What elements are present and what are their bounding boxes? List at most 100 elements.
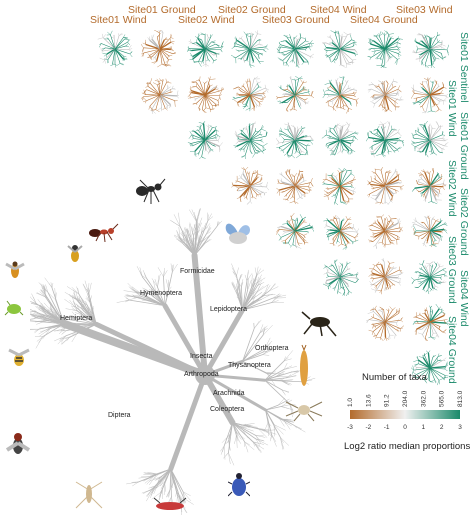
tree-branch [170,468,185,499]
tree-branch [133,295,138,298]
legend-bottom-tick: -3 [347,424,353,431]
tree-branch [280,399,293,407]
tree-branch [89,307,94,315]
tree-branch [264,368,285,381]
tree-branch [47,291,65,325]
tree-branch [259,328,268,334]
tree-branch [30,296,37,304]
tree-branch [49,301,53,312]
tree-branch [45,284,49,293]
tree-branch [242,332,261,362]
tree-branch [61,337,70,345]
tree-branch [242,301,254,311]
mini-tree-r4-c8 [411,167,449,205]
tree-branch [198,236,209,245]
tree-branch [78,296,81,302]
tree-branch [228,422,233,441]
tree-branch [264,379,283,391]
tree-branch [192,239,194,245]
tree-branch [232,422,257,440]
tree-branch [228,452,235,466]
tree-branch [280,380,291,386]
tree-branch [152,468,172,490]
tree-branch [286,374,291,378]
tree-branch [267,422,271,430]
tree-branch [76,317,97,325]
tree-branch [71,287,80,295]
tree-branch [255,435,260,440]
tree-branch [74,302,77,308]
tree-branch [183,230,188,240]
tree-branch [42,288,48,299]
tree-branch [139,267,143,278]
tree-branch [191,252,208,378]
tree-branch [136,292,166,307]
tree-branch [160,475,167,487]
mini-tree-r4-c4 [231,165,270,205]
tree-branch [38,327,51,335]
tree-branch [236,431,242,440]
tree-branch [153,296,166,307]
tree-branch [252,297,260,303]
tree-branch [78,294,88,306]
tree-branch [153,473,159,480]
tree-branch [189,223,192,238]
tree-branch [254,321,260,329]
tree-branch [225,452,229,457]
tree-branch [163,267,165,277]
tree-branch [259,325,268,334]
tree-branch [172,481,174,488]
tree-branch [293,424,306,433]
tree-branch [231,283,238,296]
tree-branch [30,308,35,312]
legend-top-tick: 813.0 [457,390,464,407]
tree-branch [44,310,65,325]
tree-branch [43,308,53,312]
spider-icon [285,401,323,422]
tree-branch [164,289,170,307]
tree-branch [128,286,138,293]
tree-branch [256,285,264,293]
tree-branch [82,308,90,315]
tree-branch [59,335,67,342]
tree-branch [236,275,243,311]
col-label-5: Site03 Ground [262,14,330,26]
thrips-icon [300,344,308,386]
tree-branch [257,277,266,283]
tree-branch [231,267,237,276]
blue-butterfly-icon [225,223,250,244]
tree-branch [38,309,52,316]
tree-branch [242,297,273,311]
tree-branch [252,296,256,303]
tree-branch [189,222,194,237]
tree-branch [280,436,289,446]
tree-branch [271,434,277,447]
taxon-label-hymenoptera: Hymenoptera [140,290,182,297]
taxon-label-formicidae: Formicidae [180,268,215,275]
tree-branch [193,231,196,237]
tree-branch [242,360,268,375]
tree-branch [179,226,195,256]
tree-branch [139,271,143,278]
tree-branch [253,275,258,288]
red-ant-icon [89,223,119,243]
tree-branch [247,278,249,291]
tree-branch [236,431,239,438]
mini-tree-r6-c8 [411,258,449,296]
tree-branch [36,336,43,342]
tree-branch [265,430,277,435]
tree-branch [242,291,258,311]
aphid-icon [4,300,24,316]
tree-branch [72,333,78,335]
tree-branch [198,230,202,244]
tree-branch [151,285,157,294]
tree-branch [203,373,268,412]
tree-branch [266,373,276,386]
tree-branch [64,299,77,308]
tree-branch [72,309,78,311]
tree-branch [246,273,253,281]
tree-branch [188,236,193,245]
tree-branch [31,315,38,319]
tree-branch [244,274,248,281]
tree-branch [279,418,285,427]
